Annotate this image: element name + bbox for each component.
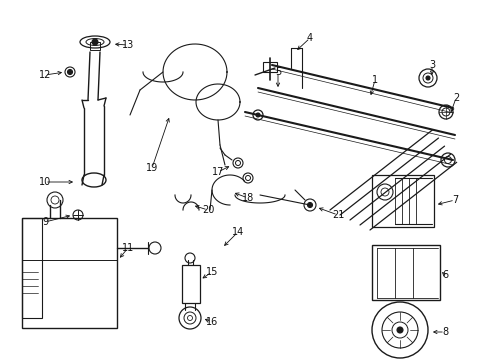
Circle shape: [256, 113, 260, 117]
Text: 14: 14: [231, 227, 244, 237]
Text: 8: 8: [441, 327, 447, 337]
Text: 16: 16: [205, 317, 218, 327]
Bar: [90, 42, 100, 50]
Text: 4: 4: [306, 33, 312, 43]
Bar: [371, 245, 439, 300]
Text: 19: 19: [145, 163, 158, 173]
Bar: [22, 218, 117, 328]
Bar: [22, 218, 42, 318]
Circle shape: [67, 69, 72, 75]
Circle shape: [425, 76, 429, 80]
Text: 3: 3: [428, 60, 434, 70]
Bar: [371, 175, 433, 227]
Text: 21: 21: [331, 210, 344, 220]
Text: 1: 1: [371, 75, 377, 85]
Circle shape: [307, 202, 312, 207]
Text: 13: 13: [122, 40, 134, 50]
Text: 20: 20: [202, 205, 214, 215]
Text: 15: 15: [205, 267, 218, 277]
Text: 7: 7: [451, 195, 457, 205]
Bar: [263, 62, 276, 72]
Text: 6: 6: [441, 270, 447, 280]
Bar: [182, 265, 200, 303]
Text: 18: 18: [242, 193, 254, 203]
Circle shape: [92, 39, 98, 45]
Text: 5: 5: [274, 67, 281, 77]
Text: 11: 11: [122, 243, 134, 253]
Text: 2: 2: [452, 93, 458, 103]
Text: 12: 12: [39, 70, 51, 80]
Text: 17: 17: [211, 167, 224, 177]
Text: 9: 9: [42, 217, 48, 227]
Circle shape: [396, 327, 402, 333]
Text: 10: 10: [39, 177, 51, 187]
